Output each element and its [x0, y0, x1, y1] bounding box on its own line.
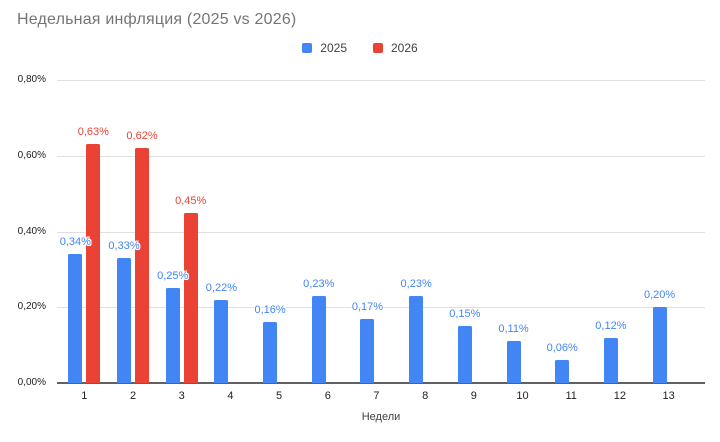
bar-value-label: 0,15%	[449, 308, 481, 321]
bar-group: 0,25% 0,45% 3	[157, 80, 207, 402]
bar-group: 0,23% 8	[400, 80, 450, 402]
bar-value-label: 0,16%	[254, 304, 286, 317]
bar-value-label: 0,25%	[157, 270, 189, 283]
legend-swatch-icon	[302, 43, 313, 53]
bar-group: 0,34% 0,63% 1	[59, 80, 109, 402]
y-axis-tick-label: 0,20%	[17, 301, 46, 313]
y-axis-tick-label: 0,60%	[17, 149, 46, 161]
bar-group: 0,11% 10	[498, 80, 547, 402]
bar-group: 0,17% 7	[351, 80, 401, 402]
bar-value-label: 0,34%	[59, 236, 91, 249]
y-axis-tick-label: 0,40%	[17, 225, 46, 237]
bar-2025	[311, 295, 326, 383]
bar-value-label: 0,11%	[498, 323, 529, 336]
bar-2025	[506, 341, 521, 383]
plot-area: 0,34% 0,63% 1 0,33% 0,62% 2 0,25% 0,45% 3 0,22% 4 0…	[59, 80, 693, 402]
bar-value-label: 0,22%	[205, 281, 238, 294]
bar-group: 0,15% 9	[449, 80, 499, 402]
bar-value-label: 0,23%	[400, 277, 432, 290]
bar-value-label: 0,33%	[108, 240, 140, 253]
chart-title: Недельная инфляция (2025 vs 2026)	[17, 11, 297, 28]
x-axis-tick-label: 6	[324, 390, 331, 402]
bar-group: 0,16% 5	[254, 80, 304, 402]
legend-item-2025: 2025	[302, 41, 347, 55]
bar-group: 0,12% 12	[595, 80, 645, 402]
x-axis-tick-label: 4	[227, 390, 234, 402]
bar-2025	[117, 258, 132, 383]
bar-value-label: 0,23%	[303, 277, 335, 290]
bar-value-label: 0,12%	[595, 319, 627, 332]
bar-value-label: 0,63%	[77, 126, 109, 139]
x-axis-tick-label: 1	[81, 390, 88, 402]
legend-swatch-icon	[373, 43, 383, 53]
bar-value-label: 0,17%	[351, 300, 384, 313]
bar-group: 0,06% 11	[546, 80, 596, 402]
x-axis-title: Недели	[361, 411, 401, 423]
bar-2025	[555, 360, 570, 383]
bar-2025	[68, 254, 83, 383]
x-axis-tick-label: 9	[470, 390, 477, 402]
bar-group: 0,33% 0,62% 2	[108, 80, 158, 402]
bar-2025	[409, 295, 424, 383]
bar-group: 0,22% 4	[205, 80, 255, 402]
x-axis-tick-label: 5	[276, 390, 283, 402]
bar-value-label: 0,45%	[175, 194, 207, 207]
bar-value-label: 0,06%	[546, 342, 578, 355]
bar-2025	[165, 288, 180, 383]
x-axis-tick-label: 11	[565, 390, 577, 402]
bar-2025	[603, 337, 618, 383]
bar-value-label: 0,20%	[643, 289, 676, 302]
bar-2025	[652, 307, 667, 383]
bar-2026	[135, 148, 150, 383]
x-axis-tick-label: 7	[373, 390, 380, 402]
bar-group: 0,23% 6	[303, 80, 352, 402]
legend-label: 2025	[320, 41, 347, 55]
x-axis-tick-label: 10	[516, 390, 529, 402]
x-axis-tick-label: 3	[178, 390, 185, 402]
y-axis-tick-label: 0,80%	[17, 74, 46, 85]
gridline	[57, 80, 705, 81]
bar-2025	[214, 299, 229, 383]
bar-2026	[86, 144, 101, 383]
x-axis-tick-label: 2	[129, 390, 137, 402]
bar-2025	[263, 322, 278, 383]
gridline	[57, 307, 705, 308]
y-axis-tick-label: 0,00%	[17, 377, 46, 388]
bar-group: 0,20% 13	[643, 80, 693, 402]
bar-2025	[457, 326, 472, 383]
x-axis-tick-label: 13	[662, 390, 675, 402]
bar-value-label: 0,62%	[126, 130, 158, 143]
gridline	[57, 232, 705, 233]
x-axis-tick-label: 12	[613, 390, 627, 402]
x-axis-line	[57, 382, 705, 384]
bar-2026	[183, 212, 198, 383]
legend-item-2026: 2026	[373, 41, 418, 55]
legend-label: 2026	[391, 41, 418, 55]
x-axis-tick-label: 8	[422, 390, 429, 402]
gridline	[57, 156, 705, 157]
bar-2025	[360, 318, 375, 383]
legend: 2025 2026	[0, 41, 720, 55]
